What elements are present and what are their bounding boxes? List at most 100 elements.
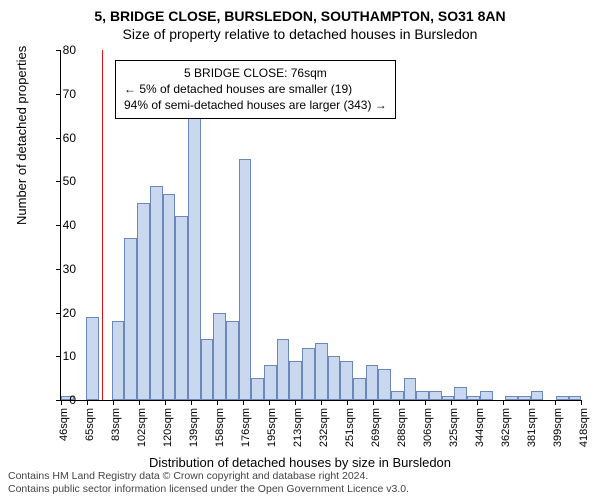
footer-line-2: Contains public sector information licen… bbox=[8, 483, 409, 497]
x-tick-label: 362sqm bbox=[500, 408, 512, 447]
x-tick-label: 213sqm bbox=[292, 408, 304, 447]
x-tick-mark bbox=[529, 400, 530, 405]
x-tick-mark bbox=[477, 400, 478, 405]
y-tick-mark bbox=[56, 313, 61, 314]
y-tick-mark bbox=[56, 269, 61, 270]
histogram-bar bbox=[277, 339, 290, 400]
x-tick-label: 139sqm bbox=[188, 408, 200, 447]
x-tick-label: 399sqm bbox=[552, 408, 564, 447]
y-axis-label: Number of detached properties bbox=[14, 46, 29, 225]
histogram-bar bbox=[163, 194, 176, 400]
annotation-line-1: 5 BRIDGE CLOSE: 76sqm bbox=[124, 65, 387, 81]
y-tick-label: 70 bbox=[63, 87, 76, 101]
x-tick-label: 306sqm bbox=[422, 408, 434, 447]
histogram-bar bbox=[569, 396, 582, 400]
y-tick-label: 50 bbox=[63, 174, 76, 188]
x-tick-label: 176sqm bbox=[240, 408, 252, 447]
x-tick-label: 65sqm bbox=[84, 408, 96, 441]
x-tick-mark bbox=[269, 400, 270, 405]
x-tick-mark bbox=[87, 400, 88, 405]
histogram-bar bbox=[429, 391, 442, 400]
x-tick-mark bbox=[321, 400, 322, 405]
histogram-bar bbox=[480, 391, 493, 400]
x-tick-label: 83sqm bbox=[110, 408, 122, 441]
histogram-bar bbox=[391, 391, 404, 400]
y-tick-mark bbox=[56, 356, 61, 357]
title-sub: Size of property relative to detached ho… bbox=[0, 24, 600, 42]
histogram-bar bbox=[264, 365, 277, 400]
histogram-bar bbox=[150, 186, 163, 400]
histogram-bar bbox=[137, 203, 150, 400]
x-tick-label: 418sqm bbox=[578, 408, 590, 447]
x-tick-mark bbox=[113, 400, 114, 405]
x-tick-label: 120sqm bbox=[162, 408, 174, 447]
y-tick-label: 30 bbox=[63, 262, 76, 276]
histogram-bar bbox=[302, 348, 315, 401]
y-tick-label: 40 bbox=[63, 218, 76, 232]
x-tick-mark bbox=[555, 400, 556, 405]
annotation-line-2: ← 5% of detached houses are smaller (19) bbox=[124, 81, 387, 97]
x-tick-mark bbox=[165, 400, 166, 405]
x-tick-mark bbox=[217, 400, 218, 405]
footer-line-1: Contains HM Land Registry data © Crown c… bbox=[8, 470, 409, 484]
histogram-bar bbox=[366, 365, 379, 400]
histogram-bar bbox=[124, 238, 137, 400]
histogram-bar bbox=[86, 317, 99, 400]
x-tick-mark bbox=[373, 400, 374, 405]
histogram-bar bbox=[531, 391, 544, 400]
chart-container: 5, BRIDGE CLOSE, BURSLEDON, SOUTHAMPTON,… bbox=[0, 0, 600, 500]
x-tick-mark bbox=[61, 400, 62, 405]
x-tick-label: 344sqm bbox=[474, 408, 486, 447]
x-tick-label: 158sqm bbox=[214, 408, 226, 447]
histogram-bar bbox=[416, 391, 429, 400]
y-tick-mark bbox=[56, 138, 61, 139]
histogram-bar bbox=[289, 361, 302, 400]
histogram-bar bbox=[251, 378, 264, 400]
x-tick-label: 381sqm bbox=[526, 408, 538, 447]
x-tick-label: 46sqm bbox=[58, 408, 70, 441]
x-axis-label: Distribution of detached houses by size … bbox=[0, 455, 600, 470]
x-tick-label: 288sqm bbox=[396, 408, 408, 447]
histogram-bar bbox=[201, 339, 214, 400]
histogram-bar bbox=[556, 396, 569, 400]
x-tick-label: 232sqm bbox=[318, 408, 330, 447]
x-tick-label: 269sqm bbox=[370, 408, 382, 447]
x-tick-mark bbox=[139, 400, 140, 405]
y-tick-label: 60 bbox=[63, 131, 76, 145]
histogram-bar bbox=[378, 369, 391, 400]
title-main: 5, BRIDGE CLOSE, BURSLEDON, SOUTHAMPTON,… bbox=[0, 0, 600, 24]
histogram-bar bbox=[328, 356, 341, 400]
x-tick-mark bbox=[295, 400, 296, 405]
y-tick-label: 0 bbox=[69, 393, 76, 407]
histogram-bar bbox=[188, 107, 201, 400]
histogram-bar bbox=[112, 321, 125, 400]
histogram-bar bbox=[239, 159, 252, 400]
x-tick-mark bbox=[425, 400, 426, 405]
reference-line bbox=[102, 50, 103, 400]
annotation-line-3: 94% of semi-detached houses are larger (… bbox=[124, 97, 387, 113]
x-tick-mark bbox=[399, 400, 400, 405]
x-tick-label: 251sqm bbox=[344, 408, 356, 447]
y-tick-label: 10 bbox=[63, 349, 76, 363]
y-tick-label: 20 bbox=[63, 306, 76, 320]
histogram-bar bbox=[505, 396, 518, 400]
histogram-bar bbox=[315, 343, 328, 400]
x-tick-mark bbox=[243, 400, 244, 405]
y-tick-mark bbox=[56, 225, 61, 226]
histogram-bar bbox=[353, 378, 366, 400]
x-tick-label: 102sqm bbox=[136, 408, 148, 447]
y-tick-label: 80 bbox=[63, 43, 76, 57]
x-tick-mark bbox=[503, 400, 504, 405]
x-tick-label: 195sqm bbox=[266, 408, 278, 447]
histogram-bar bbox=[454, 387, 467, 400]
x-tick-mark bbox=[191, 400, 192, 405]
y-tick-mark bbox=[56, 181, 61, 182]
histogram-bar bbox=[442, 396, 455, 400]
histogram-bar bbox=[340, 361, 353, 400]
x-tick-mark bbox=[451, 400, 452, 405]
chart-area: 46sqm65sqm83sqm102sqm120sqm139sqm158sqm1… bbox=[60, 50, 580, 400]
histogram-bar bbox=[226, 321, 239, 400]
y-tick-mark bbox=[56, 50, 61, 51]
x-tick-label: 325sqm bbox=[448, 408, 460, 447]
footer-attribution: Contains HM Land Registry data © Crown c… bbox=[8, 470, 409, 497]
